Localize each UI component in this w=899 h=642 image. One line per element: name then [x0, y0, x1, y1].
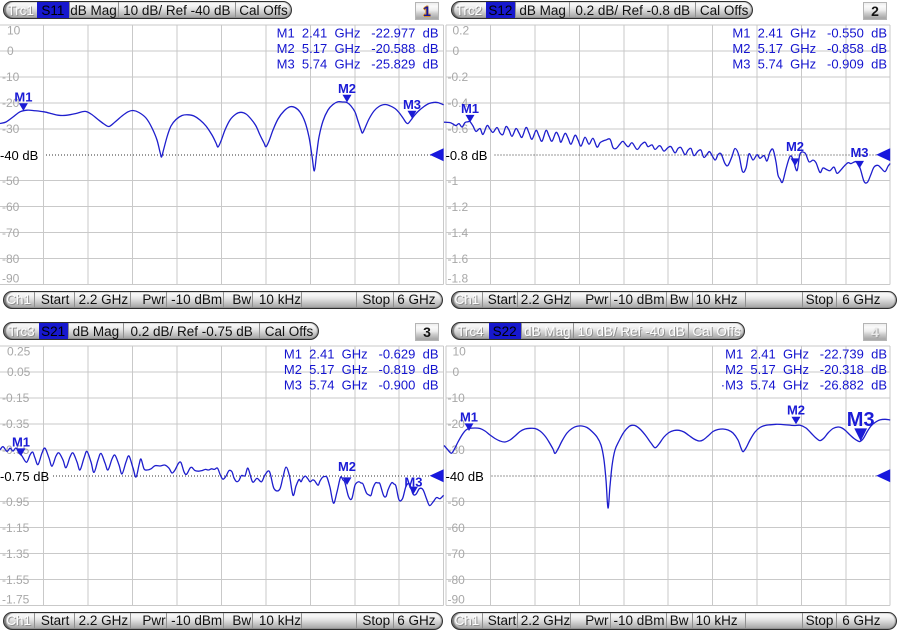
svg-text:M2 5.17 GHz -0.819 dB: M2 5.17 GHz -0.819 dB [284, 362, 439, 377]
svg-text:-1.55: -1.55 [2, 573, 30, 587]
svg-text:-1.35: -1.35 [2, 547, 30, 561]
svg-text:M1: M1 [460, 410, 478, 425]
svg-text:-0.55: -0.55 [2, 443, 30, 457]
svg-text:M1: M1 [12, 435, 30, 450]
svg-text:10: 10 [453, 344, 467, 358]
svg-text:-50: -50 [2, 174, 20, 188]
svg-text:-20: -20 [2, 96, 20, 110]
svg-text:-10: -10 [448, 391, 466, 405]
svg-text:M2 5.17 GHz -0.858 dB: M2 5.17 GHz -0.858 dB [732, 41, 887, 56]
svg-text:-70: -70 [2, 226, 20, 240]
svg-text:M1: M1 [14, 90, 32, 105]
svg-text:M1: M1 [461, 101, 479, 116]
svg-text:M3: M3 [404, 474, 422, 489]
svg-text:·M3 5.74 GHz -26.882 dB: ·M3 5.74 GHz -26.882 dB [721, 377, 887, 392]
svg-text:-70: -70 [448, 547, 466, 561]
svg-text:-40 dB: -40 dB [446, 469, 484, 484]
svg-text:-0.8 dB: -0.8 dB [446, 148, 488, 163]
svg-text:-90: -90 [448, 592, 466, 606]
svg-text:0: 0 [7, 44, 14, 58]
svg-text:-1.8: -1.8 [448, 271, 469, 285]
svg-text:-0.75 dB: -0.75 dB [0, 469, 49, 484]
svg-text:-1.15: -1.15 [2, 521, 30, 535]
svg-text:-0.95: -0.95 [2, 495, 30, 509]
svg-text:M1 2.41 GHz -22.977 dB: M1 2.41 GHz -22.977 dB [277, 25, 439, 40]
svg-text:M2 5.17 GHz -20.588 dB: M2 5.17 GHz -20.588 dB [277, 41, 439, 56]
svg-text:-60: -60 [2, 200, 20, 214]
svg-text:10: 10 [7, 23, 21, 37]
svg-text:-20: -20 [448, 417, 466, 431]
svg-text:0.05: 0.05 [7, 365, 31, 379]
svg-text:-0.2: -0.2 [448, 70, 469, 84]
svg-text:-1.6: -1.6 [448, 252, 469, 266]
svg-text:M3: M3 [850, 145, 868, 160]
svg-text:-10: -10 [2, 70, 20, 84]
svg-text:M1 2.41 GHz -22.739 dB: M1 2.41 GHz -22.739 dB [725, 346, 887, 361]
svg-text:-40 dB: -40 dB [0, 148, 38, 163]
svg-text:M3 5.74 GHz -25.829 dB: M3 5.74 GHz -25.829 dB [277, 56, 439, 71]
svg-text:M2: M2 [786, 139, 804, 154]
svg-text:-0.35: -0.35 [2, 417, 30, 431]
svg-text:M1 2.41 GHz -0.550 dB: M1 2.41 GHz -0.550 dB [732, 25, 887, 40]
svg-text:-80: -80 [448, 573, 466, 587]
svg-text:-1: -1 [448, 174, 459, 188]
svg-text:-30: -30 [2, 122, 20, 136]
svg-text:0: 0 [453, 44, 460, 58]
svg-text:M2: M2 [338, 81, 356, 96]
svg-text:-50: -50 [448, 495, 466, 509]
svg-text:M2: M2 [787, 403, 805, 418]
svg-text:0: 0 [453, 365, 460, 379]
svg-text:-60: -60 [448, 521, 466, 535]
svg-text:M3: M3 [403, 97, 421, 112]
svg-text:-1.4: -1.4 [448, 226, 469, 240]
svg-text:0.2: 0.2 [453, 23, 470, 37]
svg-text:M3 5.74 GHz -0.909 dB: M3 5.74 GHz -0.909 dB [732, 56, 887, 71]
svg-text:-1.75: -1.75 [2, 592, 30, 606]
svg-text:M2 5.17 GHz -20.318 dB: M2 5.17 GHz -20.318 dB [725, 362, 887, 377]
svg-text:-0.15: -0.15 [2, 391, 30, 405]
svg-text:-1.2: -1.2 [448, 200, 469, 214]
svg-text:-0.4: -0.4 [448, 96, 469, 110]
svg-text:M3 5.74 GHz -0.900 dB: M3 5.74 GHz -0.900 dB [284, 377, 439, 392]
svg-text:M2: M2 [338, 459, 356, 474]
svg-text:0.25: 0.25 [7, 344, 31, 358]
svg-text:-80: -80 [2, 252, 20, 266]
svg-text:M1 2.41 GHz -0.629 dB: M1 2.41 GHz -0.629 dB [284, 346, 439, 361]
svg-text:-90: -90 [2, 271, 20, 285]
svg-text:M3: M3 [847, 409, 875, 431]
